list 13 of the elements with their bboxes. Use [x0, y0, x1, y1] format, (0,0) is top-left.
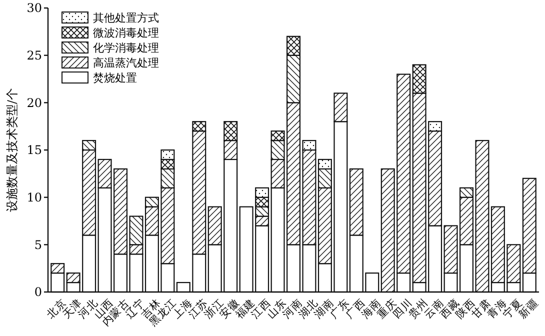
legend-label: 其他处置方式	[93, 11, 159, 24]
y-tick-label: 10	[26, 190, 42, 205]
legend-label: 化学消毒处理	[93, 41, 159, 54]
y-tick-label: 5	[34, 238, 42, 252]
y-tick-label: 20	[26, 96, 42, 110]
y-axis-title: 设施数量及技术类型/个	[5, 88, 20, 212]
y-tick-label: 0	[34, 285, 42, 300]
y-tick-label: 15	[26, 143, 42, 158]
y-tick-label: 30	[26, 1, 42, 16]
legend-label: 高温蒸汽处理	[93, 56, 159, 70]
y-tick-label: 25	[26, 48, 42, 63]
legend-label: 焚烧处置	[93, 71, 137, 84]
legend-label: 微波消毒处理	[93, 26, 159, 40]
